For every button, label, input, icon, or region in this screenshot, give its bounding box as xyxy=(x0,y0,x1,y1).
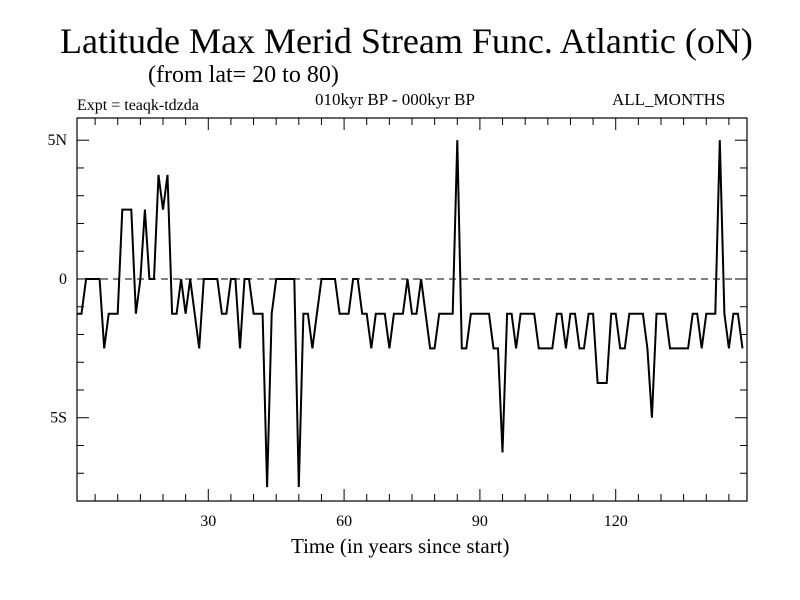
x-axis-label: Time (in years since start) xyxy=(291,534,510,558)
x-tick-label: 30 xyxy=(200,513,216,530)
x-tick-label: 90 xyxy=(472,513,488,530)
plot-frame xyxy=(76,117,748,502)
y-tick-label: 5N xyxy=(47,132,67,149)
axis-tick-labels: 30 60 90 120 5N 0 5S xyxy=(47,132,627,530)
axis-ticks xyxy=(77,118,747,502)
x-tick-label: 60 xyxy=(336,513,352,530)
x-tick-label: 120 xyxy=(604,513,628,530)
data-series-line xyxy=(77,140,744,488)
y-tick-label: 5S xyxy=(50,410,67,427)
period-label: 010kyr BP - 000kyr BP xyxy=(315,90,475,109)
chart-subtitle: (from lat= 20 to 80) xyxy=(148,62,339,88)
experiment-label: Expt = teaqk-tdzda xyxy=(77,97,199,114)
y-tick-label: 0 xyxy=(59,271,67,288)
months-label: ALL_MONTHS xyxy=(612,90,726,109)
chart-title: Latitude Max Merid Stream Func. Atlantic… xyxy=(60,21,753,61)
